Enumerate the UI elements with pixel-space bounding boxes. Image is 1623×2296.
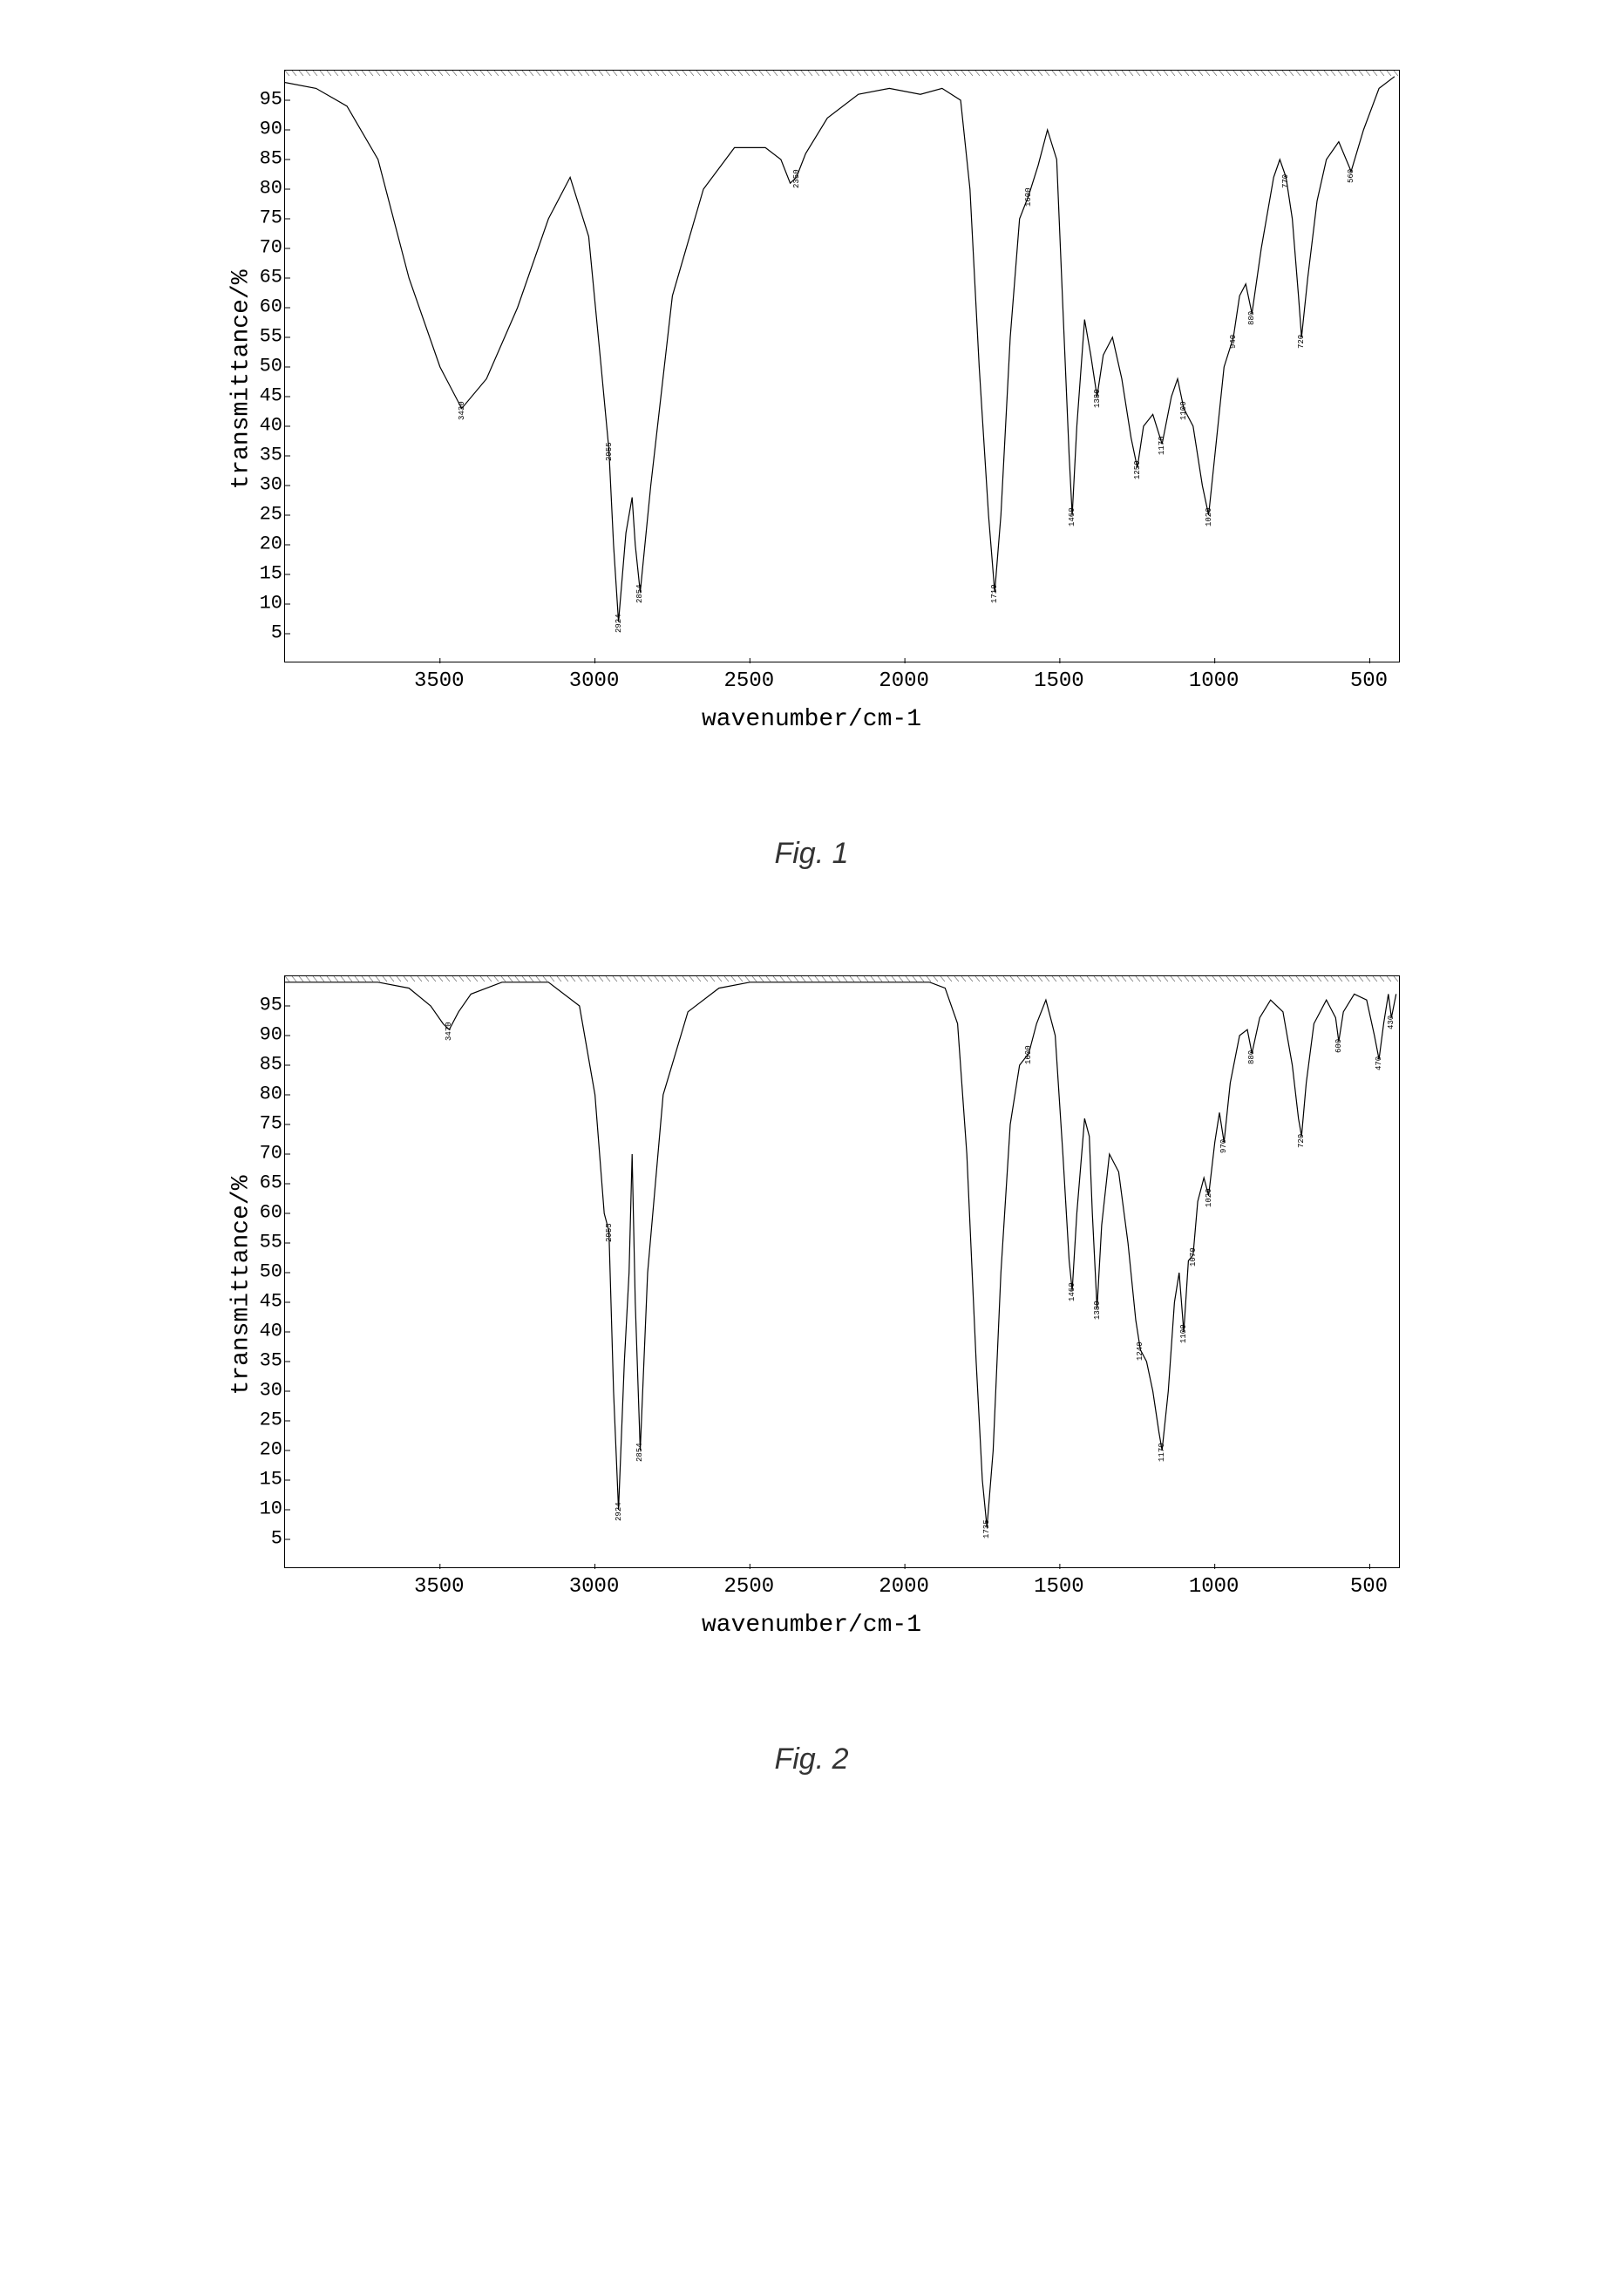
y-tick-label: 20 <box>232 533 282 555</box>
y-tick-label: 5 <box>232 1528 282 1550</box>
x-tick-label: 3000 <box>569 1575 620 1599</box>
x-tick-label: 1000 <box>1189 669 1239 693</box>
y-tick-label: 25 <box>232 1410 282 1431</box>
peak-label: 1020 <box>1205 507 1213 526</box>
ir-spectrum-plot: 3430 2955 2924 2854 2350 1710 1600 1460 1380 1250… <box>284 70 1400 662</box>
y-tick-label: 15 <box>232 1469 282 1491</box>
ir-spectrum-plot: 3470 2955 2924 2854 1735 1600 1460 1380 1240 1170… <box>284 975 1400 1568</box>
y-tick-label: 80 <box>232 178 282 200</box>
x-tick-label: 2500 <box>724 669 775 693</box>
peak-label: 470 <box>1375 1056 1383 1070</box>
x-tick-label: 1000 <box>1189 1575 1239 1599</box>
x-axis-label: wavenumber/cm-1 <box>702 1612 921 1639</box>
x-tick-label: 2000 <box>879 669 929 693</box>
peak-label: 720 <box>1297 1133 1306 1147</box>
x-tick-label: 3500 <box>414 669 465 693</box>
figure-caption: Fig. 1 <box>105 837 1518 871</box>
peak-label: 1460 <box>1068 507 1076 526</box>
y-tick-label: 90 <box>232 119 282 140</box>
y-tick-label: 90 <box>232 1024 282 1046</box>
peak-label: 600 <box>1334 1039 1343 1053</box>
y-tick-label: 70 <box>232 237 282 259</box>
y-tick-label: 25 <box>232 504 282 526</box>
spectrum-line <box>285 77 1395 622</box>
peak-label: 1170 <box>1158 1443 1166 1462</box>
peak-label: 1100 <box>1179 1324 1188 1343</box>
x-tick-label: 500 <box>1350 669 1388 693</box>
x-axis-label: wavenumber/cm-1 <box>702 706 921 733</box>
y-tick-label: 10 <box>232 1498 282 1520</box>
peak-label: 2854 <box>635 585 644 604</box>
x-axis: 3500 3000 2500 2000 1500 1000 500 <box>284 664 1400 699</box>
peak-label: 1250 <box>1133 460 1142 479</box>
peak-label: 2955 <box>605 443 614 462</box>
y-tick-label: 70 <box>232 1143 282 1165</box>
peak-label: 2924 <box>615 615 623 634</box>
x-tick-label: 500 <box>1350 1575 1388 1599</box>
y-tick-label: 75 <box>232 207 282 229</box>
peak-label: 430 <box>1387 1015 1396 1029</box>
y-tick-label: 75 <box>232 1113 282 1135</box>
x-axis: 3500 3000 2500 2000 1500 1000 500 <box>284 1570 1400 1605</box>
y-tick-label: 10 <box>232 593 282 615</box>
peak-label: 3430 <box>458 401 466 420</box>
spectrum-line <box>285 982 1396 1528</box>
peak-label: 1735 <box>982 1520 991 1539</box>
y-axis-label: transmittance/% <box>228 269 255 489</box>
figure-block-1: 3430 2955 2924 2854 2350 1710 1600 1460 1380 1250… <box>105 52 1518 871</box>
y-tick-label: 5 <box>232 622 282 644</box>
peak-label: 1100 <box>1179 401 1188 420</box>
peak-label: 1460 <box>1068 1283 1076 1302</box>
peak-label: 3470 <box>445 1022 453 1042</box>
x-tick-label: 2500 <box>724 1575 775 1599</box>
y-tick-label: 15 <box>232 563 282 585</box>
peak-label: 720 <box>1297 335 1306 349</box>
peak-label: 1710 <box>990 585 999 604</box>
x-tick-label: 3000 <box>569 669 620 693</box>
peak-label: 1240 <box>1136 1342 1144 1362</box>
x-tick-label: 1500 <box>1034 669 1084 693</box>
peak-label: 1600 <box>1024 187 1033 207</box>
chart-frame: 3470 2955 2924 2854 1735 1600 1460 1380 1240 1170… <box>180 958 1443 1655</box>
peak-label: 940 <box>1229 335 1238 349</box>
peak-label: 1070 <box>1189 1247 1198 1267</box>
peak-label: 880 <box>1247 311 1256 325</box>
peak-label: 1380 <box>1093 1301 1102 1320</box>
x-tick-label: 1500 <box>1034 1575 1084 1599</box>
y-tick-label: 80 <box>232 1083 282 1105</box>
peak-label: 2924 <box>615 1502 623 1521</box>
peak-label: 1020 <box>1205 1188 1213 1207</box>
peak-label: 2955 <box>605 1224 614 1243</box>
peak-label: 1170 <box>1158 437 1166 456</box>
x-tick-label: 2000 <box>879 1575 929 1599</box>
peak-label: 560 <box>1347 168 1355 182</box>
y-tick-label: 20 <box>232 1439 282 1461</box>
y-tick-label: 95 <box>232 995 282 1016</box>
chart-frame: 3430 2955 2924 2854 2350 1710 1600 1460 1380 1250… <box>180 52 1443 750</box>
peak-label: 770 <box>1281 174 1290 188</box>
x-tick-label: 3500 <box>414 1575 465 1599</box>
peak-label: 2854 <box>635 1443 644 1462</box>
y-axis-label: transmittance/% <box>228 1175 255 1395</box>
figure-block-2: 3470 2955 2924 2854 1735 1600 1460 1380 1240 1170… <box>105 958 1518 1776</box>
peak-label: 970 <box>1219 1139 1228 1153</box>
y-tick-label: 85 <box>232 148 282 170</box>
peak-label: 2350 <box>792 170 801 189</box>
peak-label: 1600 <box>1024 1046 1033 1065</box>
peak-label: 880 <box>1247 1050 1256 1064</box>
y-tick-label: 95 <box>232 89 282 111</box>
y-tick-label: 85 <box>232 1054 282 1076</box>
figure-caption: Fig. 2 <box>105 1742 1518 1776</box>
peak-label: 1380 <box>1093 389 1102 408</box>
